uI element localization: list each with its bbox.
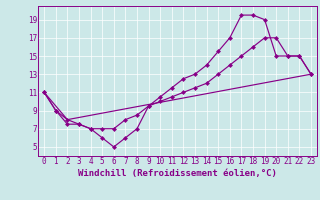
X-axis label: Windchill (Refroidissement éolien,°C): Windchill (Refroidissement éolien,°C) [78, 169, 277, 178]
